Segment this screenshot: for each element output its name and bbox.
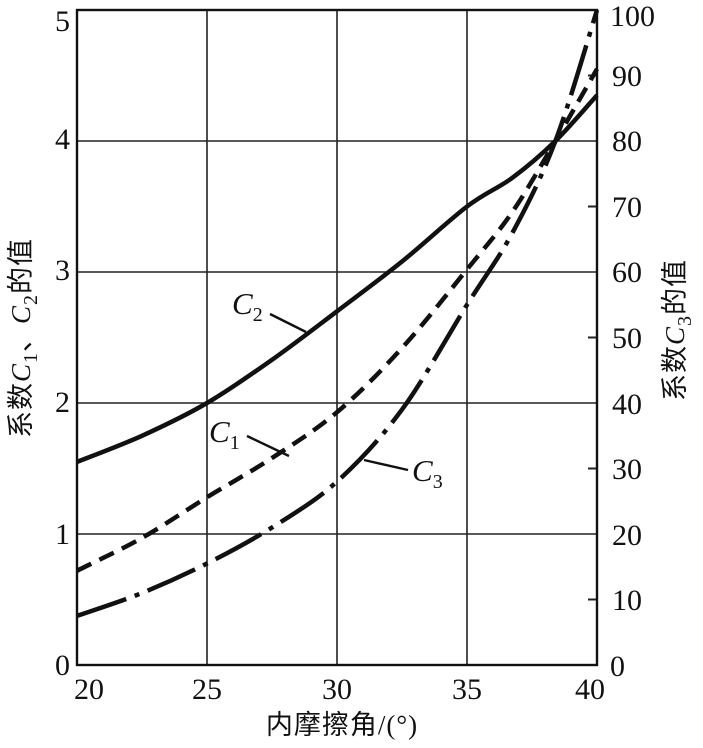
y-left-title-sub2: 2 — [20, 294, 42, 305]
x-tick: 30 — [322, 673, 352, 706]
y-left-title-c2: C — [6, 305, 36, 324]
y-right-tick: 30 — [612, 453, 642, 486]
y-left-title-comma: 、 — [6, 324, 36, 352]
x-tick: 40 — [575, 673, 605, 706]
c1-label-sub: 1 — [230, 432, 240, 454]
x-tick: 20 — [74, 673, 104, 706]
curve-annotations: C2 C1 C3 — [209, 286, 443, 493]
c3-label-main: C — [412, 453, 433, 488]
y-left-title-c1: C — [6, 363, 36, 382]
curve-c2 — [76, 93, 599, 464]
c3-curve-label: C3 — [412, 453, 443, 493]
c2-curve-label: C2 — [232, 286, 263, 326]
y-right-tick: 10 — [612, 584, 642, 617]
y-right-title-pre: 系数 — [660, 345, 690, 401]
y-right-tick: 80 — [612, 125, 642, 158]
y-right-axis-title: 系数C3的值 — [660, 259, 696, 401]
x-tick-labels: 20 25 30 35 40 — [74, 673, 605, 706]
y-right-title-c: C — [660, 326, 690, 345]
y-left-title-sub1: 1 — [20, 352, 42, 363]
y-right-tick-labels: 0 10 20 30 40 50 60 70 80 90 100 — [610, 0, 655, 683]
y-right-tick: 40 — [612, 388, 642, 421]
c3-leader-line — [363, 458, 409, 472]
y-right-tick: 70 — [612, 191, 642, 224]
c2-label-sub: 2 — [253, 304, 263, 326]
y-right-title-post: 的值 — [660, 259, 690, 315]
y-left-title-pre: 系数 — [6, 382, 36, 438]
y-right-tick: 0 — [610, 650, 625, 683]
c2-leader-line — [269, 312, 307, 334]
y-right-tick: 60 — [612, 256, 642, 289]
y-left-tick: 4 — [55, 123, 70, 156]
y-left-axis-title: 系数C1、C2的值 — [6, 238, 42, 438]
y-right-title-sub: 3 — [674, 315, 696, 326]
y-left-tick: 2 — [55, 386, 70, 419]
x-tick: 25 — [192, 673, 222, 706]
c1-label-main: C — [209, 414, 230, 449]
grid-lines — [77, 10, 597, 665]
curve-c3 — [76, 9, 600, 619]
c3-label-sub: 3 — [433, 471, 443, 493]
y-left-tick: 5 — [55, 5, 70, 38]
y-left-tick: 1 — [55, 518, 70, 551]
y-right-tick: 50 — [612, 322, 642, 355]
y-left-tick-labels: 0 1 2 3 4 5 — [55, 5, 70, 682]
y-left-tick: 3 — [55, 254, 70, 287]
y-right-tick: 20 — [612, 519, 642, 552]
y-right-tick: 100 — [610, 0, 655, 33]
c2-label-main: C — [232, 286, 253, 321]
y-left-tick: 0 — [55, 649, 70, 682]
curves — [75, 9, 600, 619]
x-axis-title: 内摩擦角/(°) — [266, 710, 418, 740]
plot-border — [75, 8, 599, 667]
c1-leader-line — [246, 434, 290, 458]
y-right-tick: 90 — [612, 60, 642, 93]
c1-curve-label: C1 — [209, 414, 240, 454]
x-tick: 35 — [452, 673, 482, 706]
y-left-title-post: 的值 — [6, 238, 36, 294]
